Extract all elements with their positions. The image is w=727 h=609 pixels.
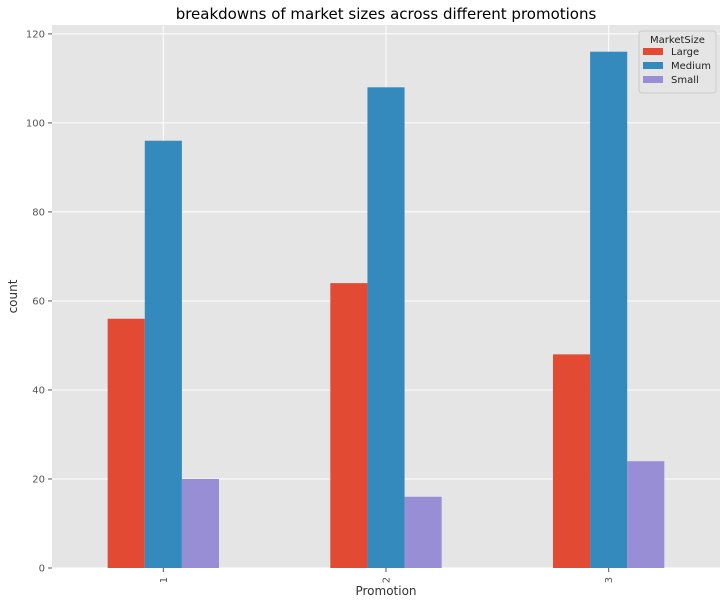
legend-title: MarketSize: [650, 35, 705, 46]
y-tick-label: 40: [32, 385, 45, 396]
legend-label-small: Small: [671, 75, 699, 86]
legend-swatch-medium: [643, 62, 663, 69]
bar-large: [330, 283, 368, 568]
y-tick-label: 20: [32, 474, 45, 485]
bar-small: [627, 461, 665, 568]
bar-medium: [590, 51, 628, 569]
bar-medium: [144, 140, 182, 568]
legend-label-large: Large: [671, 47, 699, 58]
bar-medium: [367, 87, 405, 569]
bar-large: [553, 354, 591, 568]
legend-items: Large Medium Small: [643, 47, 711, 86]
legend: MarketSize Large Medium Small: [638, 30, 717, 94]
legend-swatch-large: [643, 48, 663, 55]
y-tick-label: 120: [26, 29, 45, 40]
y-axis-ticks: 0 20 40 60 80 100 120: [26, 29, 52, 575]
y-tick-label: 0: [39, 564, 45, 575]
y-axis-title: count: [6, 279, 20, 313]
legend-swatch-small: [643, 76, 663, 83]
y-tick-label: 60: [32, 296, 45, 307]
x-tick-label: 3: [604, 577, 615, 583]
x-tick-label: 1: [159, 577, 170, 583]
bar-large: [107, 318, 145, 568]
chart-title: breakdowns of market sizes across differ…: [176, 5, 597, 23]
legend-label-medium: Medium: [671, 61, 711, 72]
x-axis-title: Promotion: [355, 584, 416, 598]
x-tick-label: 2: [382, 577, 393, 583]
bar-small: [181, 478, 219, 568]
y-tick-label: 100: [26, 118, 45, 129]
x-axis-ticks: 1 2 3: [159, 568, 615, 583]
y-tick-label: 80: [32, 207, 45, 218]
bars: [107, 51, 665, 569]
bar-small: [404, 496, 442, 568]
